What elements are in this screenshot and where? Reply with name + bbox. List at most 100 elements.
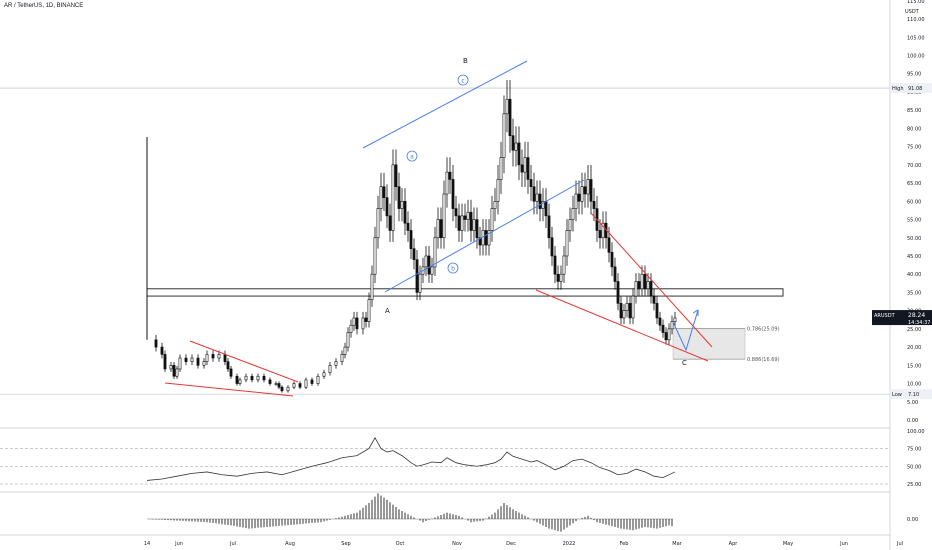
candle-body	[532, 186, 536, 202]
wave-circle-c	[457, 74, 469, 86]
current-price-value: 28.24	[908, 312, 925, 319]
candle-body	[652, 295, 656, 304]
candle-body	[562, 255, 566, 275]
candle-body	[496, 179, 500, 202]
candle-body	[370, 273, 374, 301]
price-tick-label: 115.00	[907, 0, 925, 5]
candle-body	[472, 219, 476, 231]
time-label: May	[783, 541, 793, 547]
candle-body	[349, 324, 353, 333]
candle-body	[178, 357, 182, 370]
candle-body	[292, 383, 296, 388]
price-tick-label: 95.00	[907, 72, 921, 78]
candle-body	[565, 230, 569, 257]
candle-body	[658, 317, 662, 326]
candle-body	[583, 186, 587, 195]
candle-body	[172, 365, 176, 377]
current-price-tag	[872, 310, 932, 326]
price-tick-label: 110.00	[907, 17, 925, 23]
candle-body	[517, 142, 521, 166]
time-label: 14	[144, 541, 150, 547]
candle-body	[310, 379, 314, 384]
resistance-zone[interactable]	[146, 288, 784, 297]
time-label: Oct	[396, 541, 405, 547]
candle-body	[277, 383, 281, 388]
candle-body	[340, 354, 344, 362]
price-tick-label: 50.00	[907, 236, 921, 242]
candle-body	[487, 230, 491, 246]
price-tick-label: 45.00	[907, 254, 921, 260]
wedge-right-upper[interactable]	[590, 212, 713, 348]
candle-body	[589, 179, 593, 202]
candle-body	[613, 266, 617, 282]
rsi-tick-label: 100.00	[907, 429, 925, 435]
candle-body	[664, 332, 668, 341]
wave-label-c: c	[461, 78, 464, 85]
wedge-right-lower[interactable]	[535, 289, 709, 362]
candle-body	[385, 197, 389, 217]
rsi-tick-label: 75.00	[907, 447, 921, 453]
price-tick-label: 15.00	[907, 363, 921, 369]
candle-body	[400, 201, 404, 209]
candle-body	[574, 193, 578, 209]
candle-body	[445, 171, 449, 195]
wave-label-A: A	[385, 307, 390, 315]
price-tick-label: 75.00	[907, 145, 921, 151]
candle-body	[175, 368, 179, 377]
symbol-tag: ARUSDT	[874, 313, 896, 319]
wave-circle-b	[447, 262, 459, 274]
candle-body	[397, 186, 401, 209]
candle-body	[673, 317, 677, 322]
time-label: Jun	[839, 541, 848, 547]
candle-body	[622, 310, 626, 319]
candle-body	[514, 142, 518, 151]
price-tick-label: 40.00	[907, 272, 921, 278]
time-label: Jul	[229, 541, 236, 547]
candle-body	[475, 219, 479, 239]
candle-body	[655, 303, 659, 319]
wave-circle-a	[406, 150, 418, 162]
candle-body	[433, 237, 437, 268]
price-tick-label: 35.00	[907, 290, 921, 296]
candle-body	[568, 219, 572, 231]
candle-body	[670, 321, 674, 330]
price-tick-label: 5.00	[907, 400, 918, 406]
candle-body	[577, 193, 581, 202]
price-tick-label: 80.00	[907, 126, 921, 132]
time-label: Apr	[729, 541, 739, 547]
candle-body	[391, 164, 395, 231]
candle-body	[586, 179, 590, 195]
candle-body	[154, 339, 158, 348]
candle-body	[322, 372, 326, 377]
price-tick-label: 60.00	[907, 199, 921, 205]
price-tick-label: 105.00	[907, 35, 925, 41]
candle-body	[499, 157, 503, 180]
candle-body	[616, 281, 620, 304]
time-label: Mar	[672, 541, 682, 547]
candle-body	[637, 281, 641, 290]
wedge-upper-line[interactable]	[189, 340, 299, 383]
candle-body	[601, 222, 605, 239]
candle-body	[646, 281, 650, 290]
channel-upper-line[interactable]	[362, 60, 528, 149]
price-tick-label: 10.00	[907, 382, 921, 388]
wedge-lower-line[interactable]	[164, 382, 294, 397]
candle-body	[460, 215, 464, 231]
candle-body	[529, 179, 533, 188]
macd-tick-label: 0.00	[907, 517, 918, 523]
fib-label-0786: 0.786(25.09)	[747, 327, 780, 333]
candle-body	[493, 201, 497, 209]
projection-path[interactable]	[672, 309, 699, 352]
time-label: Sep	[341, 541, 350, 547]
channel-lower-line[interactable]	[384, 179, 585, 293]
candle-body	[394, 164, 398, 188]
candle-body	[328, 365, 332, 373]
candle-body	[169, 365, 173, 370]
candle-body	[412, 248, 416, 260]
candle-body	[610, 252, 614, 268]
candle-body	[484, 230, 488, 246]
candle-body	[592, 201, 596, 209]
time-label: Feb	[620, 541, 629, 547]
